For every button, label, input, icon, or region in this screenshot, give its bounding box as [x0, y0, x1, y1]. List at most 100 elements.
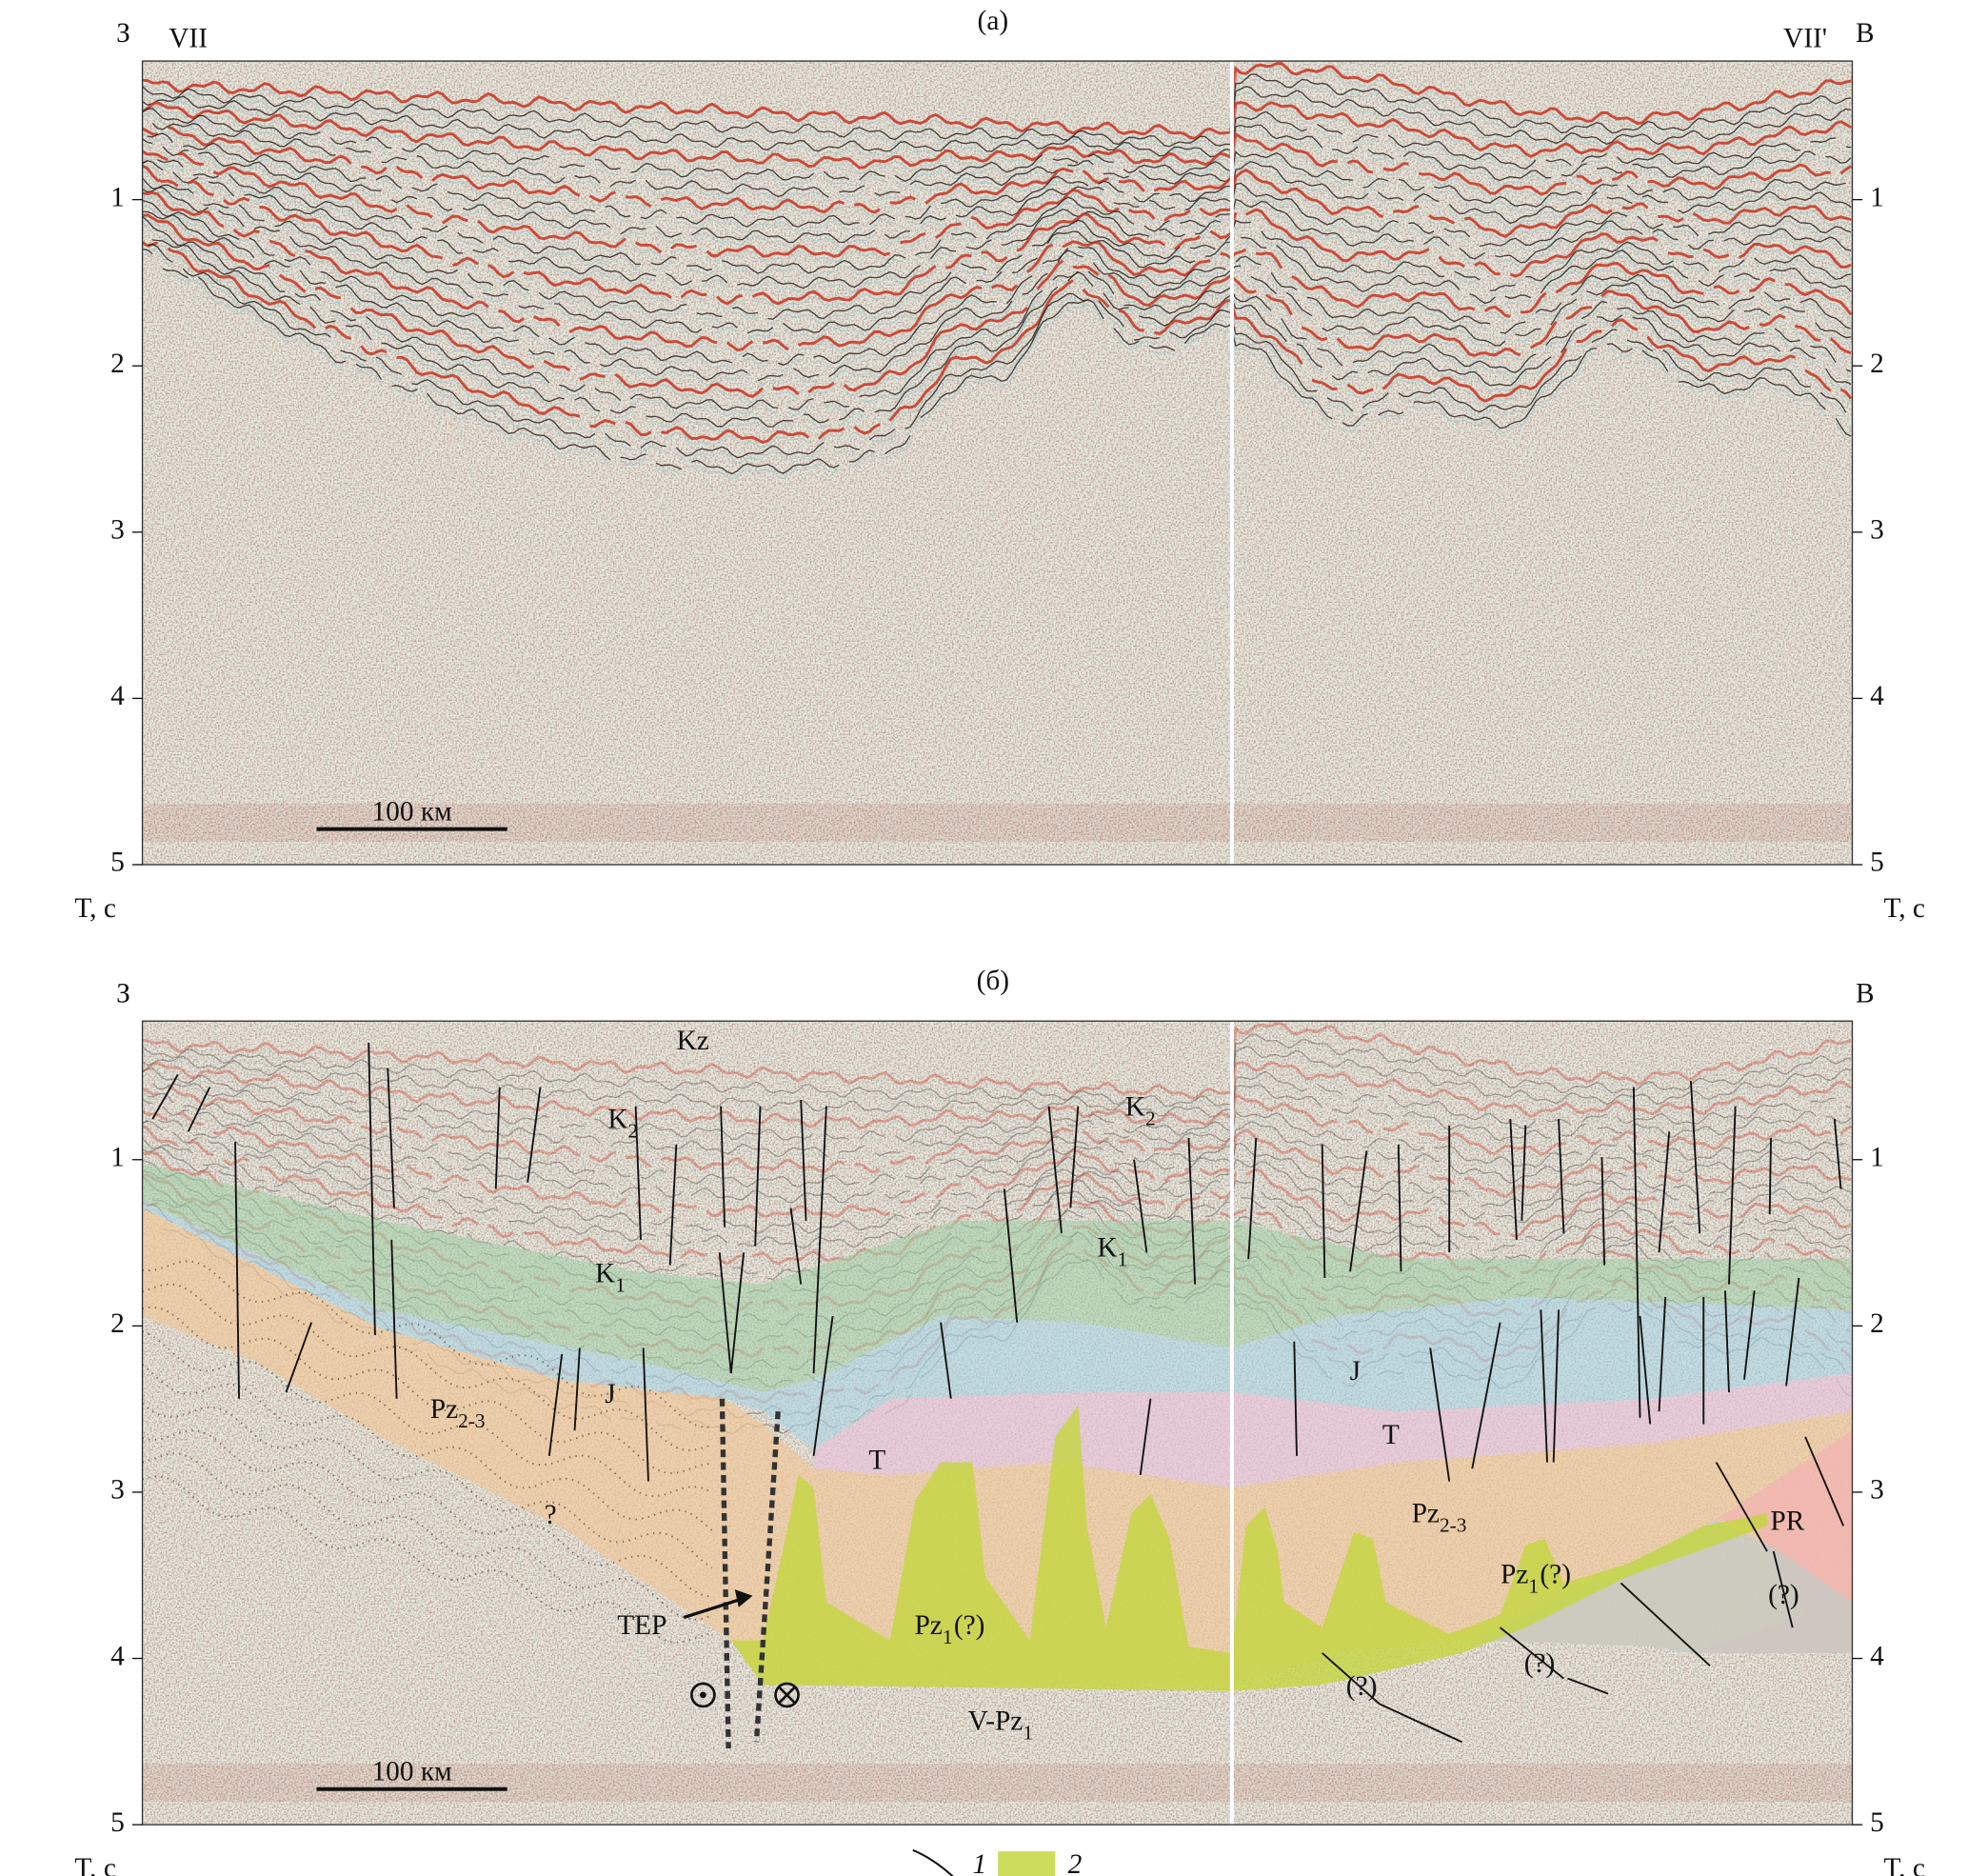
unit-base: K: [607, 1104, 627, 1134]
fault: [1133, 1159, 1148, 1253]
seismic-section: [142, 1021, 1853, 1826]
fault: [1567, 1677, 1609, 1695]
fault: [789, 1207, 803, 1285]
fault: [1247, 1138, 1258, 1259]
seismic-halo: [142, 78, 1852, 152]
line-start-label: VII: [169, 23, 208, 53]
seismic-horizon: [142, 1022, 1852, 1100]
y-tick-label: 3: [1870, 1475, 1884, 1506]
seismic-halo: [142, 219, 1852, 403]
seismic-horizon: [142, 213, 1852, 398]
seismic-halo: [142, 182, 1852, 326]
fault: [1689, 1080, 1701, 1234]
seismic-halo: [147, 249, 1847, 464]
fault: [187, 1087, 211, 1132]
unit-base: (?): [1768, 1580, 1799, 1610]
axis-title: T, c: [74, 893, 115, 924]
motion-in-cross: [778, 1686, 796, 1704]
section-frame: [141, 60, 1854, 866]
unit-base: Kz: [677, 1026, 709, 1056]
unit-base: V-Pz: [968, 1706, 1024, 1736]
y-tick-label: 3: [110, 515, 125, 546]
y-tick-label: 1: [110, 182, 125, 212]
fault: [1397, 1144, 1402, 1272]
fault: [940, 1322, 952, 1399]
legend-fault-symbol: [912, 1848, 954, 1876]
seismic-horizon: [142, 108, 1852, 183]
seismic-halo: [151, 128, 1852, 204]
seismic-horizon: [142, 101, 1852, 170]
seismic-halo: [142, 197, 1852, 356]
seismic-halo: [142, 1050, 1852, 1123]
unit-base: J: [1350, 1356, 1361, 1387]
motion-in: [774, 1682, 800, 1708]
unit-base: Pz: [1501, 1559, 1528, 1589]
fault: [1293, 1341, 1298, 1456]
fault: [718, 1252, 732, 1374]
fault: [1728, 1106, 1737, 1285]
seismic-horizon: [147, 243, 1847, 459]
fault: [812, 1106, 827, 1374]
seismic-halo: [142, 112, 1852, 188]
scale-bar-label: 100 км: [372, 796, 452, 827]
fault: [1658, 1131, 1671, 1253]
fault: [387, 1068, 395, 1208]
unit-label: T: [868, 1445, 885, 1475]
fault: [285, 1322, 313, 1393]
fault: [1521, 1125, 1527, 1221]
y-tick-label: 3: [1870, 515, 1884, 546]
unit-label: ?: [545, 1500, 557, 1530]
unit-suffix: (?): [1540, 1559, 1571, 1589]
fault: [1743, 1290, 1756, 1380]
seismic-horizon: [142, 1098, 1852, 1204]
seismic-section: [142, 61, 1853, 865]
unit-label: Pz2-3: [430, 1394, 486, 1432]
fault: [1620, 1582, 1711, 1666]
y-tick-label: 4: [110, 1641, 125, 1671]
fold-trace: [142, 1330, 713, 1498]
seismic-horizon: [142, 190, 1853, 352]
seismic-halo: [142, 253, 1852, 480]
fault: [573, 1347, 581, 1431]
seismic-halo: [142, 1028, 1852, 1105]
fault: [1715, 1462, 1768, 1552]
fault: [729, 1252, 745, 1374]
seismic-horizon: [142, 1120, 1852, 1249]
fault: [1658, 1296, 1667, 1412]
fault: [1429, 1347, 1451, 1482]
seismic-halo: [142, 1103, 1852, 1208]
unit-subscript: 2-3: [458, 1409, 485, 1432]
line-end-label: VII': [1783, 23, 1827, 53]
fault: [1540, 1309, 1548, 1463]
motion-out-dot: [700, 1691, 706, 1699]
panel-label: (б): [977, 966, 1010, 996]
fault-arrowhead: [734, 1589, 753, 1607]
y-tick-label: 1: [110, 1143, 125, 1173]
fault: [642, 1347, 649, 1482]
fault: [1632, 1087, 1641, 1418]
unit-base: Pz: [914, 1610, 942, 1641]
fault: [1003, 1188, 1019, 1323]
fault: [1139, 1398, 1152, 1476]
seismic-horizon: [142, 150, 1852, 258]
seismic-halo: [142, 1091, 1852, 1179]
seismic-horizon: [142, 1086, 1852, 1174]
fault: [234, 1142, 240, 1399]
unit-label: K1: [1097, 1232, 1127, 1270]
fault: [1785, 1277, 1800, 1387]
seismic-horizon: [142, 73, 1852, 148]
fault: [668, 1144, 678, 1266]
fault: [1047, 1106, 1063, 1234]
k-zone: [142, 1163, 1853, 1393]
unit-base: T: [868, 1445, 885, 1475]
y-tick-label: 5: [110, 848, 125, 878]
fold-trace: [142, 1452, 713, 1621]
fault-zone: [753, 1410, 781, 1743]
seismic-halo: [142, 205, 1852, 371]
unit-label: K1: [595, 1258, 626, 1296]
seismic-halo: [142, 191, 1852, 339]
seismic-halo: [142, 170, 1852, 309]
unit-base: T: [1382, 1420, 1400, 1450]
seismic-halo: [152, 244, 1852, 433]
unit-base: (?): [1524, 1648, 1556, 1679]
